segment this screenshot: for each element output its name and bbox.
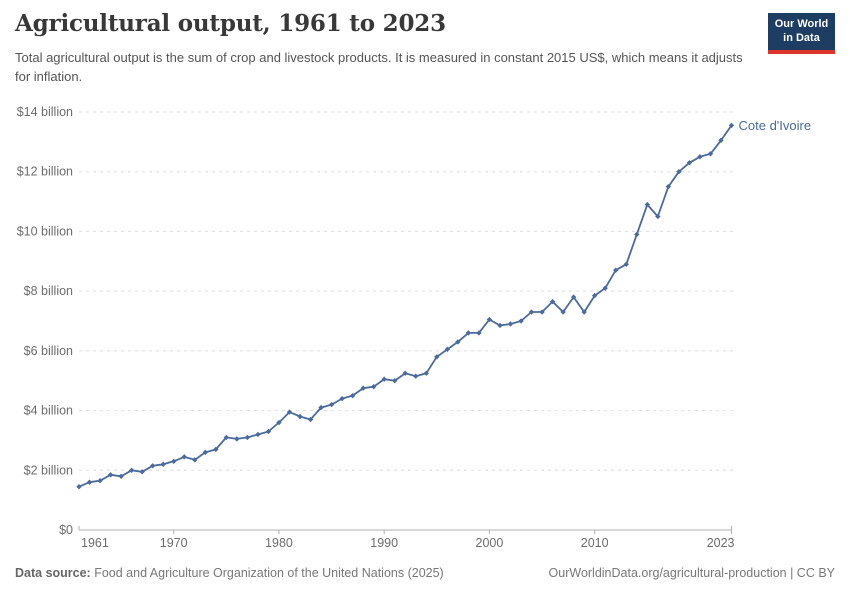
data-point-2014[interactable] (634, 231, 640, 238)
y-tick-label-4: $8 billion (24, 284, 73, 298)
data-point-1963[interactable] (97, 478, 103, 484)
owid-logo-text: Our World in Data (768, 13, 835, 50)
data-point-2022[interactable] (718, 137, 724, 144)
data-point-1994[interactable] (423, 370, 429, 376)
data-point-1980[interactable] (276, 419, 282, 426)
data-point-1961[interactable] (76, 484, 82, 490)
data-point-2009[interactable] (581, 309, 587, 315)
entity-label[interactable]: Cote d'Ivoire (739, 118, 812, 133)
owid-logo-line1: Our World (774, 18, 829, 30)
data-point-2007[interactable] (560, 309, 566, 315)
data-point-1987[interactable] (349, 392, 356, 399)
page-subtitle: Total agricultural output is the sum of … (15, 49, 743, 85)
data-point-1990[interactable] (381, 376, 387, 382)
y-tick-label-7: $14 billion (17, 105, 73, 119)
data-source: Data source: Food and Agriculture Organi… (15, 566, 444, 580)
data-point-2001[interactable] (497, 322, 503, 329)
data-point-1970[interactable] (171, 458, 177, 465)
data-point-1982[interactable] (297, 413, 303, 420)
data-point-2012[interactable] (613, 267, 619, 273)
data-point-1981[interactable] (286, 409, 293, 415)
data-point-2004[interactable] (528, 309, 535, 315)
y-tick-label-0: $0 (59, 523, 73, 537)
x-tick-label-6: 2023 (707, 536, 735, 550)
data-point-2005[interactable] (539, 309, 545, 315)
x-tick-label-5: 2010 (581, 536, 609, 550)
x-tick-label-3: 1990 (370, 536, 398, 550)
data-point-1972[interactable] (192, 457, 198, 463)
data-point-1962[interactable] (86, 479, 93, 485)
data-source-text: Food and Agriculture Organization of the… (90, 566, 444, 580)
x-tick-label-0: 1961 (81, 536, 109, 550)
data-point-1984[interactable] (318, 404, 324, 411)
data-point-2010[interactable] (591, 292, 598, 299)
owid-logo[interactable]: Our World in Data (768, 13, 835, 54)
x-tick-label-4: 2000 (476, 536, 504, 550)
data-point-1999[interactable] (476, 330, 482, 336)
owid-logo-red-bar (768, 49, 835, 54)
data-point-1991[interactable] (392, 378, 398, 384)
data-point-1969[interactable] (160, 461, 166, 468)
data-point-1996[interactable] (444, 346, 451, 353)
data-point-1989[interactable] (370, 383, 377, 390)
data-point-2000[interactable] (486, 316, 493, 323)
data-point-1983[interactable] (307, 416, 314, 423)
data-point-1979[interactable] (265, 428, 272, 435)
y-tick-label-5: $10 billion (17, 224, 73, 238)
data-point-1993[interactable] (413, 373, 419, 379)
page-title: Agricultural output, 1961 to 2023 (15, 10, 446, 37)
x-tick-label-2: 1980 (265, 536, 293, 550)
owid-logo-line2: in Data (783, 31, 820, 44)
data-point-1975[interactable] (223, 434, 230, 441)
data-point-2002[interactable] (507, 321, 514, 327)
data-point-2021[interactable] (707, 151, 714, 157)
series-line (78, 124, 733, 488)
data-source-label: Data source: (15, 566, 91, 580)
data-point-1985[interactable] (328, 401, 335, 408)
data-point-1976[interactable] (234, 436, 240, 442)
data-point-1978[interactable] (255, 431, 261, 438)
chart-footer: Data source: Food and Agriculture Organi… (15, 566, 835, 580)
data-point-1964[interactable] (107, 472, 114, 478)
data-point-2020[interactable] (697, 154, 703, 160)
y-tick-label-6: $12 billion (17, 165, 73, 179)
data-point-1986[interactable] (339, 395, 345, 402)
data-point-1995[interactable] (434, 354, 440, 360)
data-point-1997[interactable] (455, 339, 461, 345)
footer-link[interactable]: OurWorldinData.org/agricultural-producti… (548, 566, 835, 580)
data-point-1988[interactable] (360, 385, 366, 391)
chart-header: Agricultural output, 1961 to 2023 Total … (15, 10, 755, 87)
data-point-1977[interactable] (244, 434, 251, 441)
y-tick-label-3: $6 billion (24, 344, 73, 358)
data-point-1992[interactable] (402, 370, 408, 376)
y-tick-label-2: $4 billion (24, 404, 73, 418)
x-tick-label-1: 1970 (160, 536, 188, 550)
y-tick-label-1: $2 billion (24, 463, 73, 477)
data-point-1971[interactable] (181, 454, 187, 460)
